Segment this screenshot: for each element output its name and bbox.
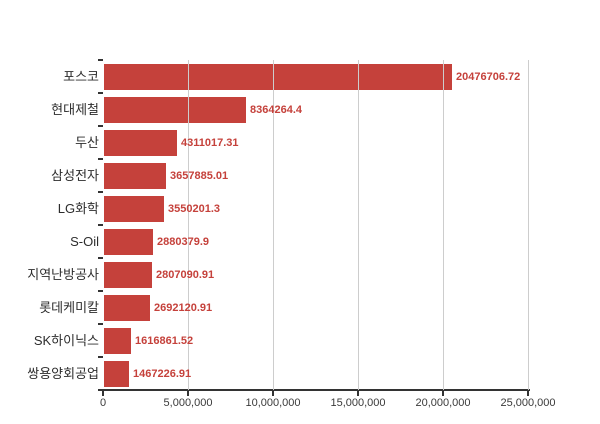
bar-value-label: 3657885.01 [170, 169, 229, 182]
bar [104, 294, 150, 321]
y-axis-tick [98, 191, 103, 193]
bar-value-label: 8364264.4 [250, 103, 302, 116]
bar-value-label: 2692120.91 [154, 301, 213, 314]
y-axis-tick [98, 290, 103, 292]
gridline [528, 60, 529, 390]
x-axis-tick [357, 391, 359, 396]
bar [104, 162, 166, 189]
bar-value-label: 2807090.91 [156, 268, 215, 281]
category-label: 삼성전자 [51, 167, 99, 183]
x-axis-tick-label: 15,000,000 [330, 397, 386, 409]
y-axis-tick [98, 356, 103, 358]
x-axis-tick [527, 391, 529, 396]
y-axis-tick [98, 125, 103, 127]
x-axis-tick [442, 391, 444, 396]
y-axis-tick [98, 323, 103, 325]
bar [104, 63, 452, 90]
bar [104, 96, 246, 123]
category-label: S-Oil [70, 233, 99, 249]
y-axis-tick [98, 59, 103, 61]
x-axis-line [103, 389, 530, 391]
y-axis-tick [98, 224, 103, 226]
x-axis-tick-label: 5,000,000 [163, 397, 213, 409]
category-label: 쌍용양회공업 [27, 365, 99, 381]
category-label: 포스코 [63, 68, 99, 84]
category-label: 두산 [75, 134, 99, 150]
bar-value-label: 4311017.31 [181, 136, 239, 149]
category-label: 롯데케미칼 [39, 299, 99, 315]
y-axis-tick [98, 92, 103, 94]
gridline [188, 60, 189, 390]
x-axis-tick-label: 0 [99, 397, 107, 409]
bar-value-label: 3550201.3 [168, 202, 220, 215]
bar-value-label: 1616861.52 [135, 334, 194, 347]
gridline [443, 60, 444, 390]
x-axis-tick [102, 391, 104, 396]
category-label: 현대제철 [51, 101, 99, 117]
y-axis-tick [98, 257, 103, 259]
gridline [358, 60, 359, 390]
bar [104, 261, 152, 288]
bar [104, 327, 131, 354]
y-axis-tick [98, 158, 103, 160]
category-label: LG화학 [57, 200, 99, 216]
gridline [273, 60, 274, 390]
x-axis-tick [187, 391, 189, 396]
bar [104, 195, 164, 222]
category-label: 지역난방공사 [27, 266, 99, 282]
bar [104, 360, 129, 387]
bar [104, 129, 177, 156]
bar-value-label: 1467226.91 [133, 367, 192, 380]
y-axis-tick [98, 389, 103, 391]
x-axis-tick-label: 10,000,000 [245, 397, 301, 409]
bar-value-label: 2880379.9 [157, 235, 209, 248]
bar [104, 228, 153, 255]
x-axis-tick-label: 25,000,000 [500, 397, 556, 409]
x-axis-tick [272, 391, 274, 396]
category-label: SK하이닉스 [33, 332, 99, 348]
bar-value-label: 20476706.72 [456, 70, 521, 83]
x-axis-tick-label: 20,000,000 [415, 397, 471, 409]
